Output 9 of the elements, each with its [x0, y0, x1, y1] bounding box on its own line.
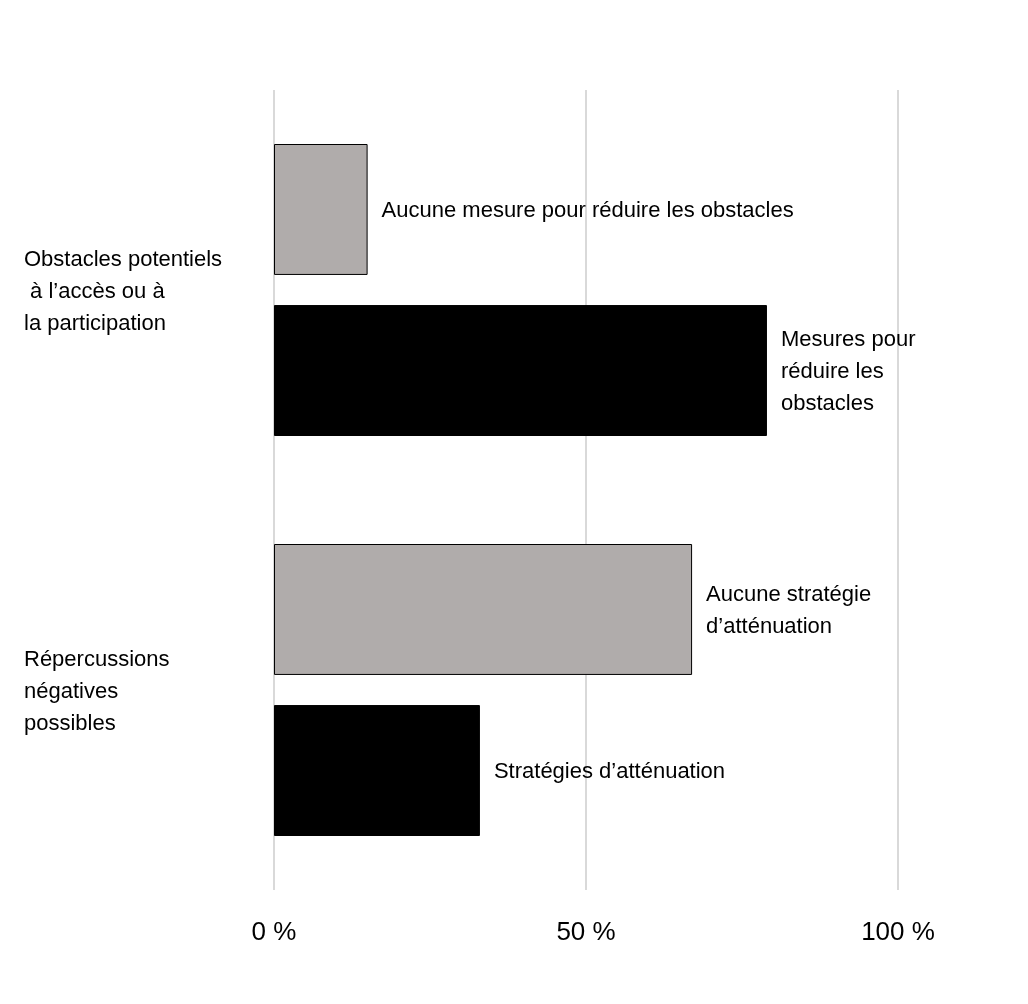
series-label: Mesures pour réduire les obstacles: [780, 326, 922, 416]
y-tick-label: Répercussions négatives possibles: [24, 645, 176, 735]
x-tick-label: 50 %: [556, 916, 616, 946]
series-label: Aucune mesure pour réduire les obstacles: [381, 196, 794, 222]
x-tick-label: 0 %: [251, 916, 297, 946]
x-tick-label: 100 %: [861, 916, 935, 946]
y-tick-label: Obstacles potentiels à l’accès ou à la participation: [24, 245, 223, 335]
series-label: Stratégies d’atténuation: [493, 758, 726, 784]
series-label: Aucune stratégie d’atténuation: [706, 580, 878, 638]
